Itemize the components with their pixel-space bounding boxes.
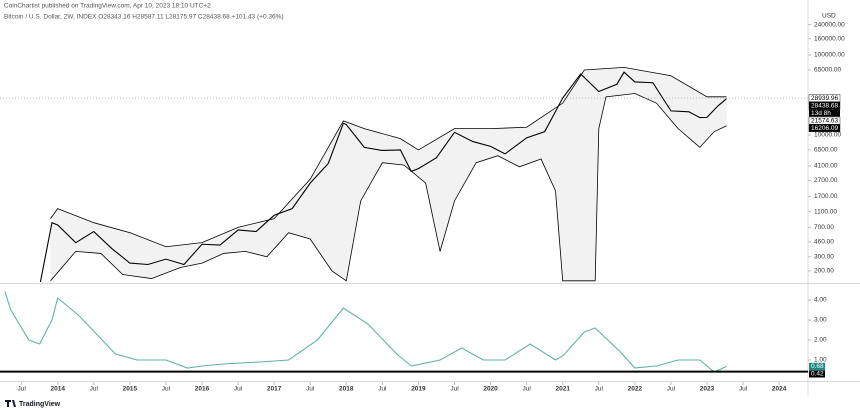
countdown: 13d 8h xyxy=(811,110,831,117)
x-tick-label: Jul xyxy=(522,386,531,393)
price-marker-box xyxy=(808,94,841,102)
x-tick-label: 2023 xyxy=(700,386,715,393)
y-tick-label: 4.00 xyxy=(814,297,827,304)
x-tick-label: Jul xyxy=(739,386,748,393)
y-tick-label: 65000.00 xyxy=(814,67,841,74)
x-tick-label: 2014 xyxy=(50,386,65,393)
header: CoinChartist published on TradingView.co… xyxy=(4,3,211,10)
x-tick-label: Jul xyxy=(162,386,171,393)
price-marker-box xyxy=(808,124,841,132)
price-marker-label: 16206.09 xyxy=(811,125,838,132)
x-tick-label: 2019 xyxy=(411,386,426,393)
y-tick-label: 460.00 xyxy=(814,239,834,246)
chart-legend: Bitcoin / U.S. Dollar, 2W, INDEX O28343.… xyxy=(4,14,284,21)
y-tick-label: 10000.00 xyxy=(814,132,841,139)
price-marker-box xyxy=(808,116,841,125)
price-marker-label: 28438.68 xyxy=(811,102,838,109)
countdown-box xyxy=(809,109,840,117)
y-tick-label: 160000.00 xyxy=(814,35,845,42)
y-tick-label: 2700.00 xyxy=(814,177,838,184)
x-tick-label: Jul xyxy=(667,386,676,393)
y-tick-label: 3.00 xyxy=(814,317,827,324)
y-tick-label: 1.00 xyxy=(814,357,827,364)
pane xyxy=(4,291,727,373)
y-tick-label: 700.00 xyxy=(814,224,834,231)
x-tick-label: 2022 xyxy=(628,386,643,393)
y-tick-label: 2.00 xyxy=(814,337,827,344)
x-tick-label: 2020 xyxy=(483,386,498,393)
x-tick-label: Jul xyxy=(306,386,315,393)
x-tick-label: 2016 xyxy=(195,386,210,393)
y-tick-label: 200.00 xyxy=(814,268,834,275)
y-tick-label: 1100.00 xyxy=(814,208,837,215)
price-marker-label: 21574.63 xyxy=(811,117,838,124)
y-tick-label: 1700.00 xyxy=(814,193,838,200)
x-tick-label: 2018 xyxy=(339,386,354,393)
price-marker-box xyxy=(808,101,841,110)
value-marker-label: 0.68 xyxy=(811,363,824,370)
value-marker-label: 0.42 xyxy=(811,371,824,378)
series-line xyxy=(50,66,727,248)
price-marker-label: 28939.96 xyxy=(811,95,838,102)
x-tick-label: Jul xyxy=(90,386,99,393)
series-line xyxy=(50,93,727,282)
y-tick-label: 6500.00 xyxy=(814,147,838,154)
currency: USD xyxy=(822,13,836,20)
y-tick-label: 240000.00 xyxy=(814,21,845,28)
pane xyxy=(39,66,727,282)
x-tick-label: 2015 xyxy=(123,386,138,393)
band-fill xyxy=(50,67,727,281)
x-tick-label: 2017 xyxy=(267,386,282,393)
y-tick-label: 100000.00 xyxy=(814,52,845,59)
y-tick-label: 300.00 xyxy=(814,253,834,260)
value-marker-box xyxy=(809,370,825,378)
x-tick-label: Jul xyxy=(378,386,387,393)
logo xyxy=(5,400,16,407)
x-tick-label: 2021 xyxy=(555,386,570,393)
x-tick-label: Jul xyxy=(234,386,243,393)
series-line xyxy=(39,71,727,282)
series-line xyxy=(4,291,727,373)
value-marker-box xyxy=(809,362,825,370)
footer: TradingView xyxy=(19,401,61,408)
y-tick-label: 4100.00 xyxy=(814,163,838,170)
x-tick-label: Jul xyxy=(450,386,459,393)
x-tick-label: Jul xyxy=(595,386,604,393)
x-tick-label: Jul xyxy=(17,386,26,393)
x-tick-label: 2024 xyxy=(772,386,787,393)
